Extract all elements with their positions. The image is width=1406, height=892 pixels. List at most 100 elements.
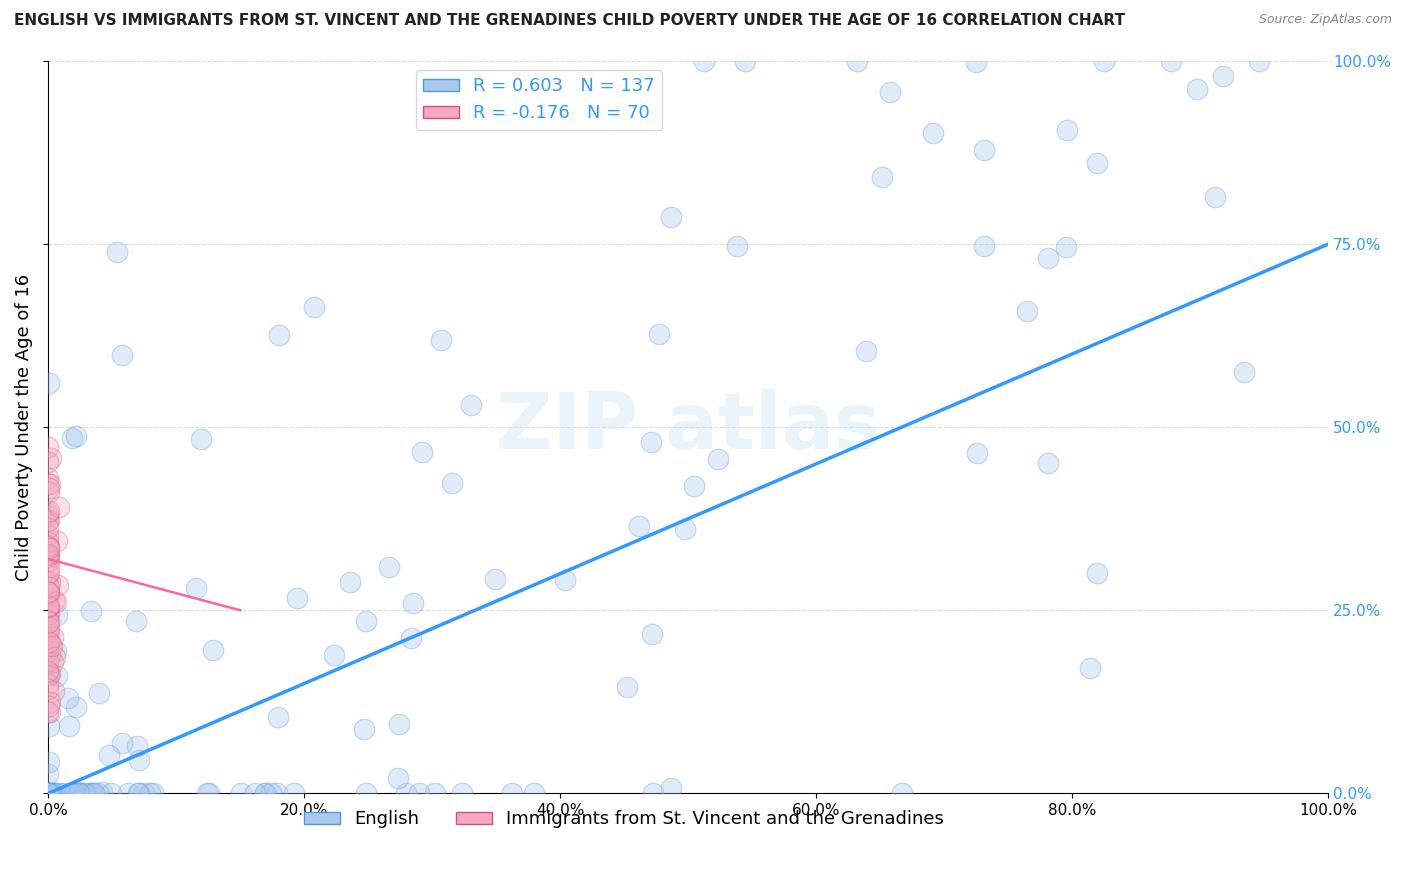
Point xyxy=(111,736,134,750)
Point xyxy=(879,85,901,99)
Point xyxy=(37,613,59,627)
Point xyxy=(48,500,70,514)
Point xyxy=(408,786,430,800)
Point xyxy=(38,599,60,614)
Point xyxy=(63,786,86,800)
Point xyxy=(973,143,995,157)
Y-axis label: Child Poverty Under the Age of 16: Child Poverty Under the Age of 16 xyxy=(15,274,32,581)
Point xyxy=(97,748,120,763)
Point xyxy=(285,591,308,606)
Point xyxy=(37,654,59,668)
Point xyxy=(46,669,69,683)
Point xyxy=(38,476,60,491)
Point xyxy=(37,566,59,581)
Point xyxy=(38,786,60,800)
Point xyxy=(1054,240,1077,254)
Point xyxy=(1249,54,1271,69)
Point xyxy=(37,441,59,455)
Point xyxy=(37,547,59,561)
Point xyxy=(616,680,638,694)
Legend: English, Immigrants from St. Vincent and the Grenadines: English, Immigrants from St. Vincent and… xyxy=(297,803,952,836)
Point xyxy=(73,786,96,800)
Point xyxy=(323,648,346,662)
Point xyxy=(231,786,253,800)
Point xyxy=(65,700,87,714)
Point xyxy=(37,682,59,697)
Point xyxy=(38,485,60,500)
Point xyxy=(42,656,65,670)
Point xyxy=(72,786,94,800)
Point xyxy=(49,786,72,800)
Point xyxy=(38,560,60,574)
Point xyxy=(37,600,59,615)
Point xyxy=(554,573,576,587)
Point xyxy=(38,584,60,599)
Point xyxy=(395,786,418,800)
Point xyxy=(37,535,59,549)
Point xyxy=(38,580,60,594)
Point xyxy=(56,690,79,705)
Point xyxy=(1233,366,1256,380)
Point xyxy=(38,548,60,562)
Point xyxy=(38,668,60,682)
Point xyxy=(142,786,165,800)
Point xyxy=(195,786,218,800)
Point xyxy=(353,722,375,736)
Point xyxy=(37,786,59,800)
Point xyxy=(37,539,59,553)
Point xyxy=(1078,661,1101,675)
Point xyxy=(267,328,290,343)
Point xyxy=(69,786,91,800)
Point xyxy=(105,244,128,259)
Point xyxy=(1038,251,1060,265)
Point xyxy=(1094,54,1116,69)
Point xyxy=(48,578,70,592)
Point xyxy=(128,786,150,800)
Point xyxy=(659,210,682,224)
Point xyxy=(1036,456,1059,470)
Point xyxy=(1185,82,1208,96)
Point xyxy=(41,786,63,800)
Point xyxy=(523,786,546,800)
Point xyxy=(86,786,108,800)
Point xyxy=(725,239,748,253)
Point xyxy=(402,596,425,610)
Point xyxy=(38,549,60,564)
Point xyxy=(643,786,665,800)
Point xyxy=(870,170,893,185)
Point xyxy=(37,521,59,535)
Point xyxy=(38,513,60,527)
Point xyxy=(1160,54,1182,69)
Point xyxy=(411,445,433,459)
Point xyxy=(65,429,87,443)
Point xyxy=(387,771,409,785)
Point xyxy=(339,574,361,589)
Point xyxy=(37,576,59,591)
Point xyxy=(965,54,987,69)
Point xyxy=(38,481,60,495)
Point xyxy=(39,648,62,662)
Point xyxy=(38,376,60,390)
Point xyxy=(45,608,67,623)
Point xyxy=(354,786,377,800)
Point xyxy=(38,635,60,649)
Point xyxy=(254,786,277,800)
Point xyxy=(37,550,59,565)
Point xyxy=(83,786,105,800)
Point xyxy=(46,533,69,548)
Point xyxy=(38,541,60,556)
Point xyxy=(659,781,682,796)
Point xyxy=(37,786,59,800)
Point xyxy=(45,644,67,658)
Point xyxy=(37,664,59,678)
Point xyxy=(441,476,464,491)
Point xyxy=(388,717,411,731)
Point xyxy=(451,786,474,800)
Point xyxy=(66,786,89,800)
Point xyxy=(37,640,59,654)
Point xyxy=(855,344,877,359)
Point xyxy=(37,607,59,622)
Point xyxy=(253,786,276,800)
Point xyxy=(707,451,730,466)
Point xyxy=(38,504,60,518)
